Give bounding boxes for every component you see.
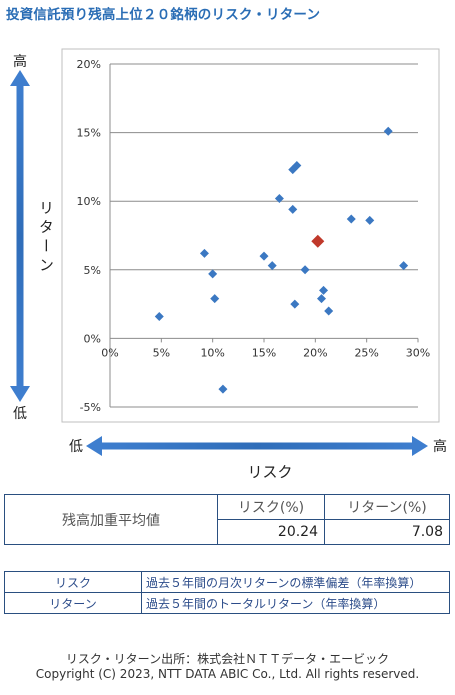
chart-title: 投資信託預り残高上位２０銘柄のリスク・リターン [6,7,321,23]
y-low-label: 低 [13,406,27,422]
definitions-table: リスク 過去５年間の月次リターンの標準偏差（年率換算） リターン 過去５年間のト… [4,571,450,614]
y-tick-label: 10% [77,195,101,208]
fund-point [300,265,310,275]
fund-point [199,248,209,258]
x-tick-label: 15% [252,346,276,359]
return-axis-arrow [10,70,30,402]
definition-term: リスク [4,571,142,593]
fund-point [290,299,300,309]
fund-point [346,214,356,224]
risk-header: リスク(%) [216,494,326,520]
y-tick-label: -5% [80,401,101,414]
return-value: 7.08 [324,519,450,545]
weighted-average-table: 残高加重平均値 リスク(%) リターン(%) 20.24 7.08 [4,494,450,545]
weighted-average-point [311,234,325,248]
definition-desc: 過去５年間のトータルリターン（年率換算） [141,592,450,614]
fund-point [274,193,284,203]
fund-point [267,261,277,271]
fund-point [365,215,375,225]
fund-point [292,161,302,171]
x-tick-label: 5% [153,346,170,359]
fund-point [319,285,329,295]
fund-point [259,251,269,261]
fund-point [399,261,409,271]
risk-value: 20.24 [216,519,326,545]
weighted-average-label: 残高加重平均値 [4,494,218,545]
x-tick-label: 10% [200,346,224,359]
fund-point [324,306,334,316]
x-low-label: 低 [69,439,83,455]
copyright-note: Copyright (C) 2023, NTT DATA ABIC Co., L… [35,667,420,681]
y-axis-title: リターン [37,200,55,276]
x-tick-label: 25% [354,346,378,359]
data-points [154,126,409,394]
fund-point [288,204,298,214]
fund-point [316,294,326,304]
source-note: リスク・リターン出所：株式会社ＮＴＴデータ・エービック [65,652,390,666]
x-tick-labels: 0% 5% 10% 15% 20% 25% 30% [101,346,430,359]
y-high-label: 高 [13,53,27,70]
x-tick-label: 30% [406,346,430,359]
fund-point [154,311,164,321]
fund-point [383,126,393,136]
chart-frame [61,48,440,423]
definition-row: リスク 過去５年間の月次リターンの標準偏差（年率換算） [4,571,450,593]
y-tick-label: 20% [77,58,101,71]
x-axis-title: リスク [247,463,292,481]
fund-point [218,384,228,394]
y-tick-label: 0% [84,332,101,345]
definition-row: リターン 過去５年間のトータルリターン（年率換算） [4,592,450,614]
plot-area [109,64,419,407]
definition-term: リターン [4,592,142,614]
x-tick-label: 20% [303,346,327,359]
x-tick-label: 0% [101,346,118,359]
return-header: リターン(%) [324,494,450,520]
x-high-label: 高 [433,438,447,455]
y-tick-label: 15% [77,127,101,140]
risk-axis-arrow [86,436,428,456]
fund-point [208,269,218,279]
y-tick-label: 5% [84,264,101,277]
scatter-chart: 20% 15% 10% 5% 0% -5% 0% 5% 10% 15% 20% 25% 30% 高 低… [10,48,447,481]
y-tick-labels: 20% 15% 10% 5% 0% -5% [77,58,101,414]
fund-point [210,294,220,304]
definition-desc: 過去５年間の月次リターンの標準偏差（年率換算） [141,571,450,593]
